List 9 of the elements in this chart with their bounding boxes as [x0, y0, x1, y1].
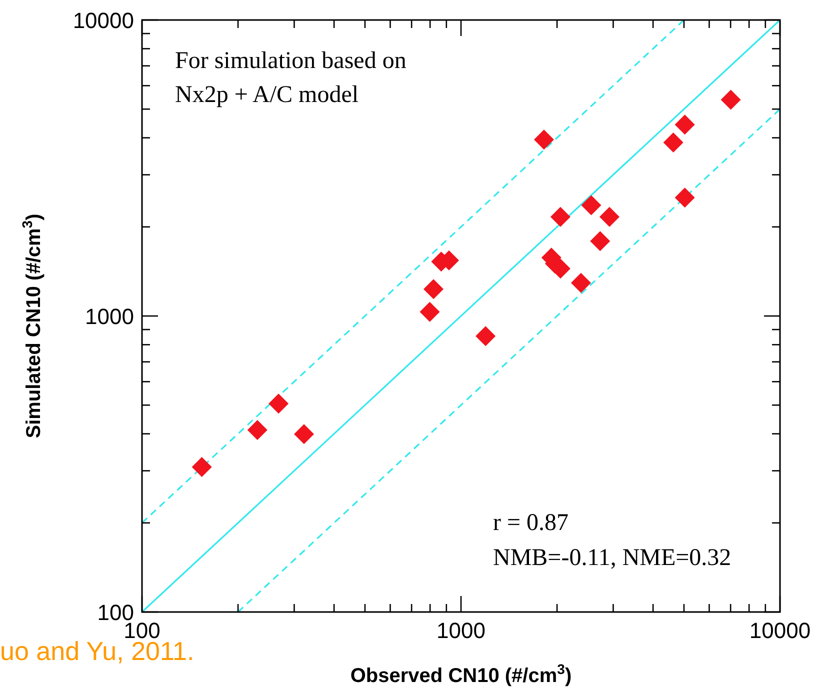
- annotation: NMB=-0.11, NME=0.32: [493, 545, 732, 571]
- annotation: r = 0.87: [493, 510, 569, 536]
- y-tick-label: 10000: [72, 8, 134, 33]
- annotation: For simulation based on: [175, 48, 406, 74]
- x-tick-label: 10000: [749, 618, 811, 643]
- y-tick-label: 1000: [85, 304, 134, 329]
- annotation: Nx2p + A/C model: [175, 82, 359, 108]
- x-axis-title: Observed CN10 (#/cm$^{3}$): [350, 661, 572, 687]
- x-tick-label: 1000: [436, 618, 486, 643]
